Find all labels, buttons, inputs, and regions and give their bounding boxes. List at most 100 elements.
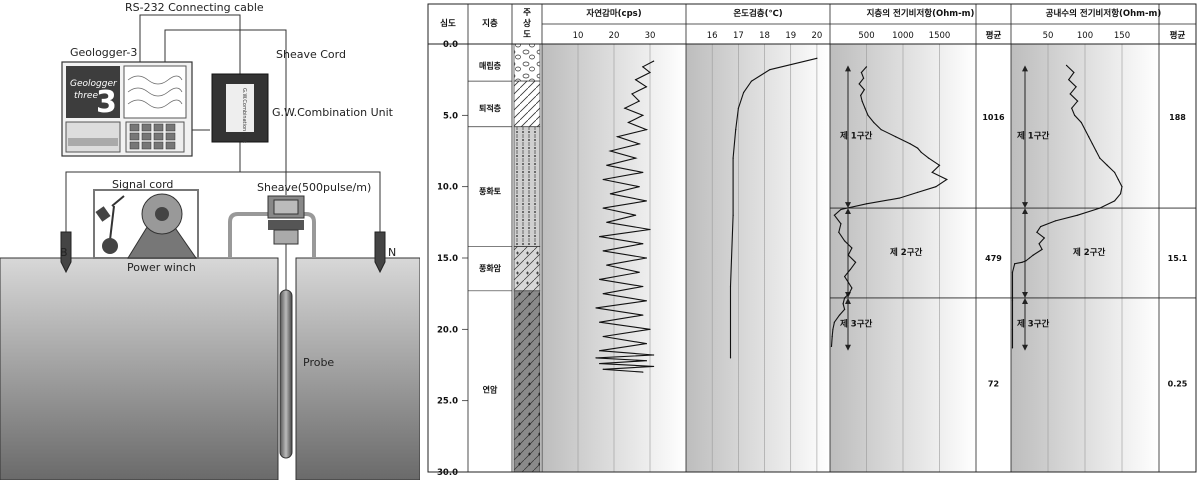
res-ground-curve-point bbox=[865, 203, 868, 205]
gamma-curve-point bbox=[645, 257, 647, 259]
combination-unit-label: G.W.Combination Unit bbox=[272, 106, 394, 119]
lithology-gravel bbox=[513, 43, 541, 82]
res-ground-curve bbox=[830, 66, 948, 347]
gamma-curve-point bbox=[602, 207, 604, 209]
electrode-n-label: N bbox=[388, 246, 396, 259]
res-ground-curve-point bbox=[860, 94, 862, 96]
res-water-curve-point bbox=[1011, 271, 1014, 273]
res-water-curve-point bbox=[1074, 114, 1076, 116]
layer-label: 풍화토 bbox=[479, 186, 502, 196]
gamma-curve-point bbox=[631, 93, 633, 95]
res-ground-curve-point bbox=[851, 247, 853, 249]
header-temp: 온도검층(℃) bbox=[733, 8, 782, 19]
geologger-device: Geologger three 3 bbox=[61, 61, 193, 157]
signal-cord-label: Signal cord bbox=[112, 178, 173, 191]
gamma-curve-point bbox=[635, 79, 637, 81]
res-water-curve-point bbox=[1077, 100, 1079, 102]
res-ground-curve-point bbox=[867, 114, 869, 116]
gamma-tick-label: 20 bbox=[609, 31, 620, 41]
res-ground-curve-point bbox=[895, 136, 897, 138]
gamma-curve-point bbox=[609, 150, 611, 152]
zone-label-water: 제 2구간 bbox=[1073, 247, 1106, 258]
rs232-label: RS-232 Connecting cable bbox=[125, 1, 264, 14]
res-ground-curve-point bbox=[832, 328, 834, 330]
res-ground-curve-point bbox=[861, 100, 863, 102]
gamma-curve-point bbox=[638, 271, 640, 273]
res-water-curve-point bbox=[1114, 171, 1116, 173]
gamma-curve-point bbox=[642, 114, 644, 116]
electrode-n-icon bbox=[374, 231, 386, 274]
res-water-curve-point bbox=[1119, 193, 1122, 195]
res-ground-curve-point bbox=[865, 66, 868, 68]
temp-curve-point bbox=[729, 285, 732, 288]
res-ground-curve-point bbox=[946, 178, 948, 181]
res-ground-curve-point bbox=[847, 281, 849, 283]
gamma-curve-point bbox=[645, 360, 647, 362]
res-water-curve-point bbox=[1121, 186, 1123, 188]
geologger-keypad bbox=[129, 123, 176, 150]
gamma-curve-point bbox=[595, 357, 597, 359]
res-ground-curve-point bbox=[880, 129, 882, 131]
keypad-key bbox=[165, 123, 176, 132]
gamma-curve-point bbox=[635, 157, 637, 159]
res-water-curve-point bbox=[1088, 136, 1090, 138]
header-avg-ground: 평균 bbox=[986, 30, 1002, 41]
res-water-curve-point bbox=[1106, 164, 1108, 166]
gamma-curve-point bbox=[645, 86, 647, 88]
res-ground-curve-point bbox=[858, 83, 860, 85]
gamma-curve-point bbox=[645, 200, 647, 202]
gamma-curve-point bbox=[602, 293, 604, 295]
sheave-cord bbox=[164, 29, 287, 195]
zone-avg-ground: 479 bbox=[985, 254, 1002, 263]
gamma-curve-point bbox=[653, 354, 655, 356]
keypad-key bbox=[129, 132, 140, 141]
combination-unit: G.W.Combination Unit bbox=[211, 73, 269, 143]
gamma-curve-point bbox=[609, 193, 611, 195]
gamma-curve-point bbox=[645, 343, 647, 345]
ground-left bbox=[0, 257, 279, 480]
header-column-char: 주 bbox=[523, 8, 531, 18]
res-water-curve-point bbox=[1040, 226, 1042, 228]
res-ground-curve-point bbox=[917, 147, 919, 149]
layer-label: 매립층 bbox=[479, 60, 502, 70]
depth-tick-label: 20.0 bbox=[437, 325, 458, 335]
lithology-hatch bbox=[513, 80, 541, 128]
gamma-curve-point bbox=[599, 321, 601, 323]
gamma-curve-point bbox=[649, 328, 651, 330]
keypad-key bbox=[141, 123, 152, 132]
keypad-key bbox=[153, 141, 164, 150]
res-ground-curve-point bbox=[927, 157, 930, 159]
layer-label: 퇴적층 bbox=[479, 103, 502, 113]
res-water-curve-point bbox=[1084, 129, 1086, 131]
res-water-curve-point bbox=[1099, 157, 1101, 159]
zone-avg-water: 0.25 bbox=[1168, 380, 1188, 389]
header-column-char: 상 bbox=[523, 18, 531, 29]
res-ground-curve-point bbox=[833, 214, 835, 216]
temp-panel bbox=[686, 44, 830, 472]
res-water-tick-label: 50 bbox=[1043, 31, 1054, 41]
res-water-curve-point bbox=[1095, 150, 1097, 152]
res-ground-curve-point bbox=[844, 240, 846, 242]
res-ground-tick-label: 1000 bbox=[892, 31, 914, 41]
res-water-curve-point bbox=[1041, 248, 1043, 251]
temp-tick-label: 20 bbox=[811, 31, 822, 41]
res-ground-curve-point bbox=[873, 121, 875, 124]
res-ground-curve-point bbox=[842, 303, 844, 305]
res-water-curve-point bbox=[1038, 243, 1040, 245]
layer-label: 연암 bbox=[483, 384, 498, 394]
res-water-curve-point bbox=[1011, 300, 1014, 302]
res-ground-curve-point bbox=[864, 107, 866, 109]
res-ground-curve-point bbox=[898, 197, 900, 199]
gamma-curve-point bbox=[602, 178, 604, 181]
gamma-curve-point bbox=[642, 66, 644, 68]
temp-curve-point bbox=[816, 57, 818, 59]
res-water-curve-point bbox=[1068, 79, 1070, 81]
res-water-curve-point bbox=[1114, 200, 1116, 202]
res-ground-curve-point bbox=[838, 314, 841, 316]
gamma-curve-point bbox=[645, 129, 647, 131]
gamma-curve-point bbox=[638, 100, 640, 102]
lithology-dots bbox=[513, 126, 541, 247]
res-water-curve-point bbox=[1075, 86, 1077, 88]
res-water-tick-label: 150 bbox=[1114, 31, 1130, 41]
temp-curve-point bbox=[737, 107, 739, 109]
